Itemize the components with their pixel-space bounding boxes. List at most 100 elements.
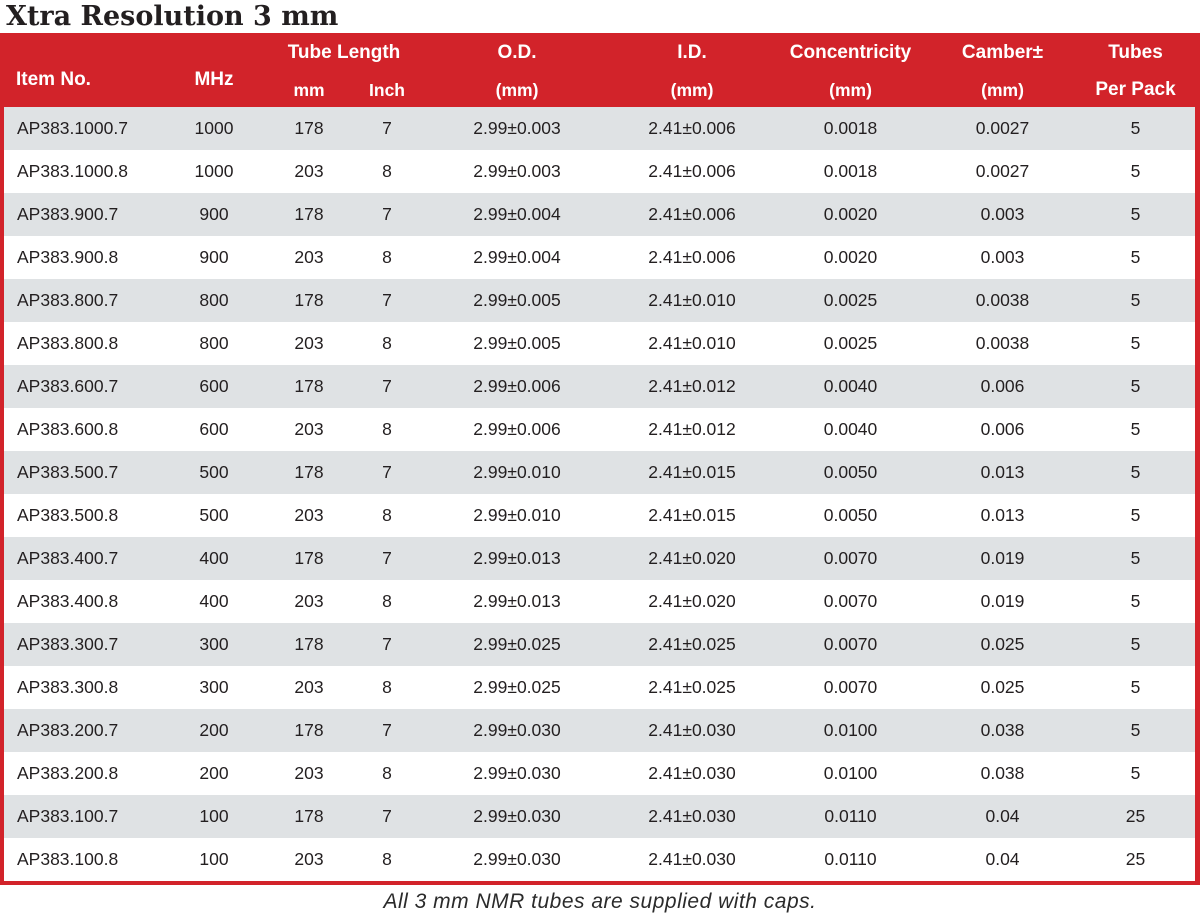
header-row-main: Item No. MHz Tube Length O.D. I.D. Conce… <box>4 33 1196 107</box>
col-subheader-per-pack: Per Pack <box>1076 73 1196 107</box>
table-cell: 1000 <box>162 107 266 150</box>
table-cell: 2.41±0.006 <box>612 150 773 193</box>
col-subheader-od-unit: (mm) <box>422 73 613 107</box>
table-cell: 8 <box>352 494 423 537</box>
spec-table-frame: Item No. MHz Tube Length O.D. I.D. Conce… <box>0 33 1200 885</box>
table-cell: 7 <box>352 537 423 580</box>
table-cell: 2.99±0.006 <box>422 365 613 408</box>
col-header-item-no: Item No. <box>4 33 162 107</box>
table-cell: 0.04 <box>929 795 1077 838</box>
table-cell: 2.41±0.015 <box>612 494 773 537</box>
table-cell: 2.99±0.004 <box>422 193 613 236</box>
spec-table: Item No. MHz Tube Length O.D. I.D. Conce… <box>4 33 1196 881</box>
cell-item-no: AP383.800.7 <box>4 279 162 322</box>
table-cell: 5 <box>1076 150 1196 193</box>
table-row: AP383.500.7 500 178 7 2.99±0.010 2.41±0.015 0.… <box>4 451 1196 494</box>
footer-note: All 3 mm NMR tubes are supplied with cap… <box>383 889 817 913</box>
table-cell: 2.41±0.006 <box>612 107 773 150</box>
table-row: AP383.300.7 300 178 7 2.99±0.025 2.41±0.025 0.… <box>4 623 1196 666</box>
table-body: AP383.1000.7 1000 178 7 2.99±0.003 2.41±0.006… <box>4 107 1196 881</box>
table-row: AP383.800.7 800 178 7 2.99±0.005 2.41±0.010 0.… <box>4 279 1196 322</box>
table-cell: 2.99±0.025 <box>422 666 613 709</box>
table-cell: 5 <box>1076 537 1196 580</box>
table-row: AP383.200.7 200 178 7 2.99±0.030 2.41±0.030 0.… <box>4 709 1196 752</box>
cell-item-no: AP383.400.8 <box>4 580 162 623</box>
table-cell: 600 <box>162 365 266 408</box>
table-cell: 0.0020 <box>772 236 930 279</box>
table-cell: 5 <box>1076 279 1196 322</box>
table-cell: 400 <box>162 580 266 623</box>
table-cell: 0.038 <box>929 752 1077 795</box>
table-cell: 7 <box>352 795 423 838</box>
cell-item-no: AP383.300.8 <box>4 666 162 709</box>
table-cell: 8 <box>352 666 423 709</box>
table-cell: 2.41±0.025 <box>612 623 773 666</box>
table-cell: 5 <box>1076 451 1196 494</box>
table-cell: 203 <box>266 666 352 709</box>
table-cell: 0.0110 <box>772 838 930 881</box>
table-cell: 2.41±0.012 <box>612 408 773 451</box>
table-cell: 300 <box>162 666 266 709</box>
table-cell: 2.99±0.013 <box>422 537 613 580</box>
table-row: AP383.900.8 900 203 8 2.99±0.004 2.41±0.006 0.… <box>4 236 1196 279</box>
table-cell: 8 <box>352 236 423 279</box>
table-cell: 0.0040 <box>772 365 930 408</box>
table-cell: 7 <box>352 451 423 494</box>
table-cell: 8 <box>352 838 423 881</box>
cell-item-no: AP383.900.7 <box>4 193 162 236</box>
table-cell: 203 <box>266 752 352 795</box>
table-cell: 2.41±0.030 <box>612 752 773 795</box>
table-cell: 0.0050 <box>772 451 930 494</box>
table-cell: 178 <box>266 365 352 408</box>
table-cell: 7 <box>352 279 423 322</box>
cell-item-no: AP383.1000.8 <box>4 150 162 193</box>
table-cell: 2.99±0.030 <box>422 709 613 752</box>
table-cell: 2.41±0.010 <box>612 279 773 322</box>
table-cell: 2.41±0.030 <box>612 709 773 752</box>
table-cell: 5 <box>1076 623 1196 666</box>
table-cell: 200 <box>162 709 266 752</box>
table-cell: 8 <box>352 150 423 193</box>
table-cell: 2.41±0.020 <box>612 580 773 623</box>
table-cell: 0.025 <box>929 623 1077 666</box>
cell-item-no: AP383.800.8 <box>4 322 162 365</box>
table-cell: 2.99±0.030 <box>422 795 613 838</box>
table-cell: 5 <box>1076 193 1196 236</box>
table-cell: 178 <box>266 279 352 322</box>
table-cell: 203 <box>266 236 352 279</box>
table-cell: 2.99±0.003 <box>422 150 613 193</box>
table-cell: 5 <box>1076 752 1196 795</box>
table-cell: 0.0025 <box>772 279 930 322</box>
table-cell: 25 <box>1076 838 1196 881</box>
table-cell: 178 <box>266 709 352 752</box>
table-cell: 400 <box>162 537 266 580</box>
table-cell: 1000 <box>162 150 266 193</box>
table-cell: 2.41±0.006 <box>612 193 773 236</box>
table-row: AP383.600.8 600 203 8 2.99±0.006 2.41±0.012 0.… <box>4 408 1196 451</box>
table-cell: 2.99±0.006 <box>422 408 613 451</box>
table-cell: 0.013 <box>929 494 1077 537</box>
table-cell: 0.0100 <box>772 752 930 795</box>
table-cell: 2.99±0.004 <box>422 236 613 279</box>
cell-item-no: AP383.500.8 <box>4 494 162 537</box>
cell-item-no: AP383.900.8 <box>4 236 162 279</box>
table-cell: 2.41±0.030 <box>612 795 773 838</box>
table-cell: 5 <box>1076 236 1196 279</box>
table-cell: 0.0038 <box>929 279 1077 322</box>
table-cell: 178 <box>266 795 352 838</box>
table-cell: 0.003 <box>929 193 1077 236</box>
table-cell: 7 <box>352 107 423 150</box>
table-row: AP383.800.8 800 203 8 2.99±0.005 2.41±0.010 0.… <box>4 322 1196 365</box>
table-cell: 0.025 <box>929 666 1077 709</box>
table-cell: 8 <box>352 752 423 795</box>
table-cell: 8 <box>352 322 423 365</box>
page-title: Xtra Resolution 3 mm <box>6 1 339 32</box>
table-cell: 7 <box>352 709 423 752</box>
table-cell: 178 <box>266 623 352 666</box>
table-cell: 2.41±0.020 <box>612 537 773 580</box>
table-cell: 0.0100 <box>772 709 930 752</box>
table-cell: 0.0018 <box>772 107 930 150</box>
table-cell: 2.99±0.003 <box>422 107 613 150</box>
table-header: Item No. MHz Tube Length O.D. I.D. Conce… <box>4 33 1196 107</box>
